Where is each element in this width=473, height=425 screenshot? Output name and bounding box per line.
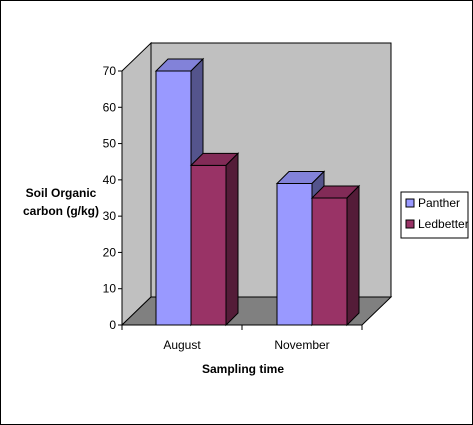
bar-front — [155, 70, 192, 326]
bar — [310, 184, 361, 327]
y-tick-label: 20 — [103, 245, 117, 259]
legend-label: Panther — [418, 196, 460, 210]
y-axis-title: Soil Organic — [26, 186, 97, 200]
legend-swatch — [405, 219, 415, 229]
chart-labels: August November Sampling time Soil Organic c… — [23, 186, 330, 376]
bar-front — [190, 164, 227, 326]
y-tick-label: 40 — [103, 173, 117, 187]
x-category-label: August — [163, 338, 201, 352]
side-wall — [121, 41, 152, 327]
bar-front — [276, 182, 313, 326]
y-tick-label: 30 — [103, 209, 117, 223]
legend-swatch — [405, 198, 415, 208]
chart-legend: Panther Ledbetter — [400, 191, 469, 239]
y-tick-label: 70 — [103, 64, 117, 78]
legend-label: Ledbetter — [418, 217, 469, 231]
chart-bars — [154, 57, 361, 327]
bar — [189, 152, 240, 327]
x-category-label: November — [274, 338, 329, 352]
bar-side — [346, 184, 360, 327]
x-axis-title: Sampling time — [202, 362, 284, 376]
y-axis-title: carbon (g/kg) — [23, 204, 99, 218]
y-tick-label: 10 — [103, 282, 117, 296]
y-tick-label: 50 — [103, 137, 117, 151]
y-tick-label: 0 — [109, 318, 116, 332]
bar-side — [225, 152, 239, 327]
bar-front — [311, 197, 348, 326]
y-tick-label: 60 — [103, 100, 117, 114]
